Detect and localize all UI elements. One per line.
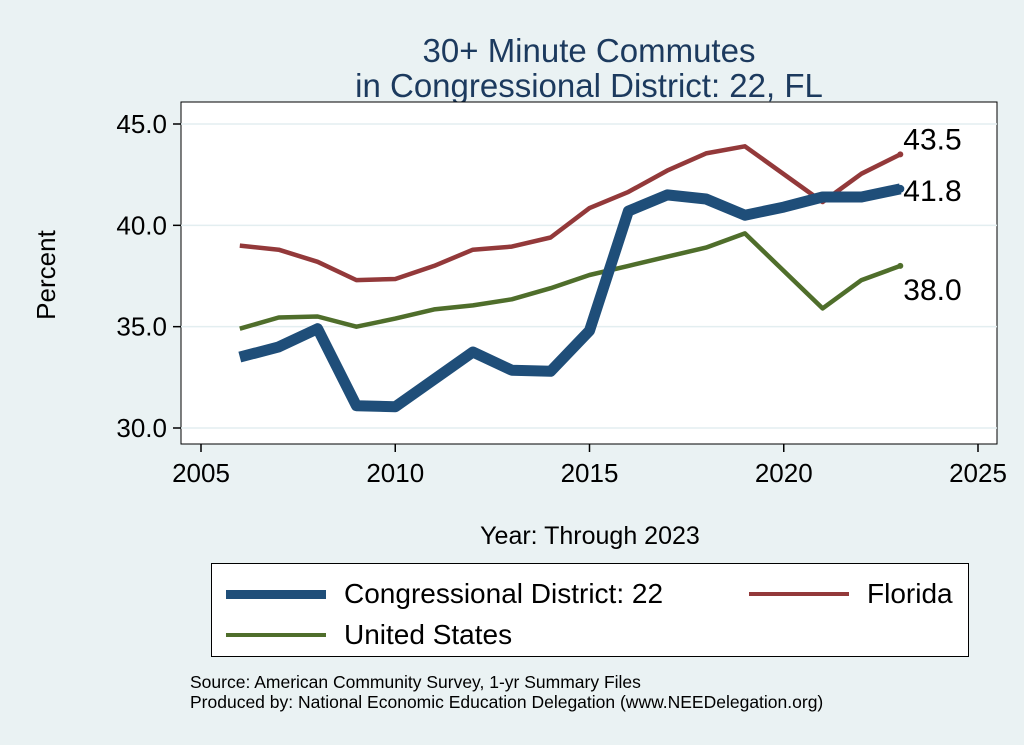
y-tick-label: 45.0 <box>116 109 167 139</box>
chart-title-line-1: 30+ Minute Commutes <box>422 32 756 69</box>
series-end-marker-united-states <box>897 262 904 269</box>
legend-item-united-states: United States <box>226 619 512 651</box>
legend-item-florida: Florida <box>749 578 953 610</box>
y-tick-label: 30.0 <box>116 413 167 443</box>
legend-item-district: Congressional District: 22 <box>226 578 663 610</box>
x-tick-label: 2020 <box>755 458 813 488</box>
legend-swatch-district <box>226 589 326 599</box>
legend-swatch-florida <box>749 592 849 596</box>
chart-title-line-2: in Congressional District: 22, FL <box>355 67 823 104</box>
end-label-florida: 43.5 <box>903 123 961 156</box>
source-note: Source: American Community Survey, 1-yr … <box>190 672 641 692</box>
x-tick-label: 2010 <box>366 458 424 488</box>
x-tick-label: 2025 <box>949 458 1007 488</box>
end-label-district: 41.8 <box>903 175 961 208</box>
series-end-marker-florida <box>897 151 904 158</box>
y-tick-label: 40.0 <box>116 210 167 240</box>
legend: Congressional District: 22 Florida Unite… <box>211 563 969 657</box>
legend-label-united-states: United States <box>344 619 513 650</box>
y-axis-label: Percent <box>31 229 61 319</box>
series-line-united-states <box>239 231 902 331</box>
x-tick-label: 2015 <box>561 458 619 488</box>
line-chart: 30.0 35.0 40.0 45.0 2005 2010 2015 2020 2025 Perc… <box>31 101 1007 550</box>
producer-note: Produced by: National Economic Education… <box>190 692 824 712</box>
end-label-united-states: 38.0 <box>903 274 961 307</box>
x-axis-label: Year: Through 2023 <box>480 522 700 550</box>
legend-swatch-united-states <box>226 633 326 637</box>
legend-label-florida: Florida <box>867 578 953 609</box>
series-line-florida <box>239 144 902 283</box>
x-tick-label: 2005 <box>172 458 230 488</box>
series-line-district <box>238 183 902 413</box>
y-tick-label: 35.0 <box>116 312 167 342</box>
series-end-marker-district <box>896 184 905 193</box>
legend-label-district: Congressional District: 22 <box>344 578 664 609</box>
